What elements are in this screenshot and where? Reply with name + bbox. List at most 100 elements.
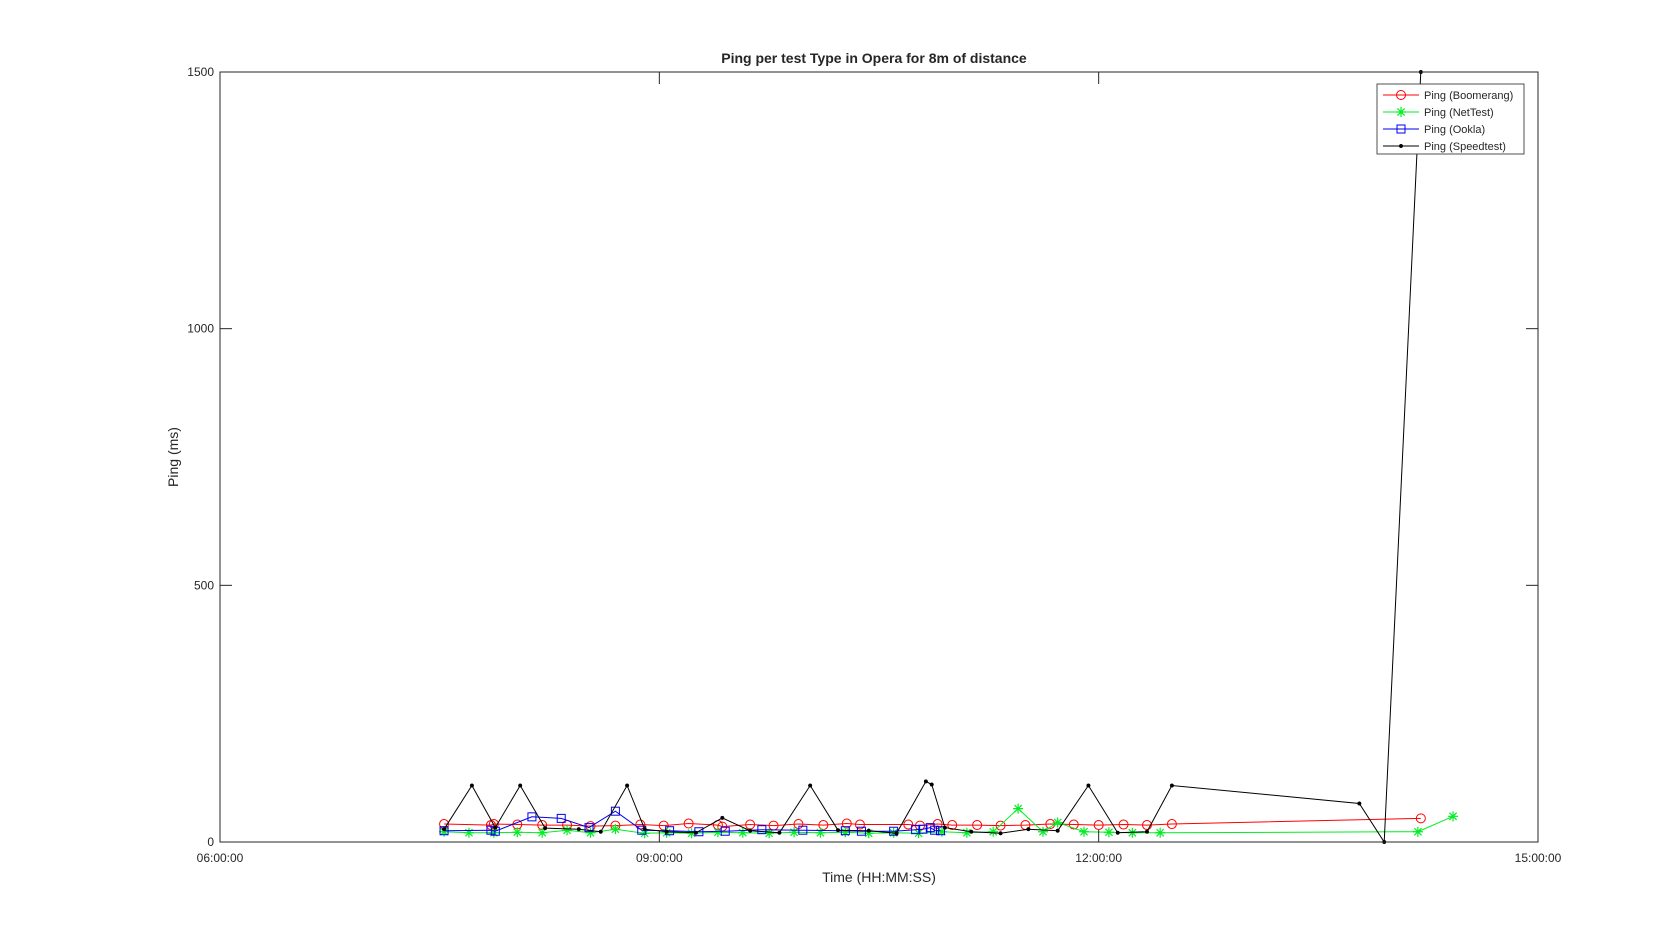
data-point	[1412, 826, 1423, 837]
data-point	[969, 829, 974, 834]
data-point	[598, 829, 603, 834]
data-point	[1086, 783, 1091, 788]
data-point	[961, 827, 972, 838]
data-point	[777, 830, 782, 835]
series-2	[439, 806, 946, 837]
data-point	[664, 829, 669, 834]
legend-label: Ping (Boomerang)	[1424, 90, 1513, 102]
data-point	[1357, 801, 1362, 806]
data-point	[757, 825, 767, 835]
data-point	[1155, 827, 1166, 838]
data-point	[512, 827, 523, 838]
data-point	[463, 827, 474, 838]
data-point	[610, 806, 620, 816]
data-point	[815, 827, 826, 838]
data-point	[1038, 826, 1049, 837]
data-point	[748, 828, 753, 833]
data-point	[840, 827, 851, 838]
data-point	[854, 819, 865, 830]
y-axis: 0 500 1000 1500	[187, 65, 1538, 849]
data-point	[1169, 783, 1174, 788]
legend-marker	[1396, 107, 1406, 117]
data-point	[488, 827, 499, 838]
legend-marker	[1396, 90, 1406, 100]
data-point	[1052, 817, 1063, 828]
chart-title: Ping per test Type in Opera for 8m of di…	[721, 50, 1027, 66]
series-3	[442, 69, 1423, 845]
data-point	[1448, 811, 1459, 822]
data-point	[518, 783, 523, 788]
data-point	[930, 825, 940, 835]
y-tick-label: 0	[207, 835, 214, 849]
data-point	[947, 820, 958, 831]
data-point	[1166, 819, 1177, 830]
data-point	[1115, 830, 1120, 835]
legend-label: Ping (NetTest)	[1424, 107, 1494, 119]
data-point	[720, 826, 730, 836]
x-tick-label: 06:00:00	[197, 851, 244, 865]
data-point	[936, 826, 946, 836]
data-point	[584, 823, 594, 833]
x-tick-label: 12:00:00	[1075, 851, 1122, 865]
data-point	[1055, 828, 1060, 833]
data-point	[439, 826, 450, 837]
y-axis-label: Ping (ms)	[165, 427, 181, 487]
data-point	[942, 825, 947, 830]
data-point	[737, 827, 748, 838]
data-point	[556, 813, 566, 823]
data-point	[866, 828, 871, 833]
data-point	[469, 783, 474, 788]
data-point	[537, 827, 548, 838]
legend-marker	[1398, 143, 1404, 149]
series-line	[443, 71, 1422, 844]
data-point	[1141, 820, 1152, 831]
data-point	[712, 827, 723, 838]
data-point	[493, 825, 498, 830]
data-point	[835, 828, 841, 833]
legend-item: Ping (Boomerang)	[1383, 90, 1513, 102]
data-point	[972, 820, 983, 831]
legend-item: Ping (Speedtest)	[1383, 141, 1506, 153]
x-tick-label: 15:00:00	[1515, 851, 1562, 865]
data-point	[1144, 829, 1150, 834]
data-point	[1415, 813, 1426, 824]
y-tick-label: 1500	[187, 65, 214, 79]
series-line	[444, 810, 941, 833]
data-point	[988, 826, 999, 837]
data-point	[686, 828, 697, 839]
data-point	[639, 828, 650, 839]
data-point	[683, 818, 694, 829]
series-line	[444, 817, 1421, 828]
data-point	[1068, 819, 1079, 830]
legend-box	[1376, 83, 1525, 155]
legend-marker	[1396, 124, 1406, 134]
data-point	[911, 825, 921, 835]
data-point	[610, 824, 621, 835]
data-point	[1026, 827, 1031, 832]
data-point	[764, 828, 775, 839]
data-point	[562, 825, 573, 836]
data-point	[720, 815, 725, 820]
data-point	[995, 820, 1006, 831]
data-point	[1013, 803, 1024, 814]
data-point	[585, 827, 596, 838]
data-point	[1093, 820, 1104, 831]
legend-label: Ping (Speedtest)	[1424, 141, 1506, 153]
data-point	[1079, 826, 1090, 837]
y-tick-label: 1000	[187, 322, 214, 336]
legend-item: Ping (Ookla)	[1383, 124, 1485, 136]
data-point	[918, 824, 928, 834]
data-point	[936, 826, 947, 837]
data-point	[693, 830, 698, 835]
data-point	[625, 783, 630, 788]
data-point	[543, 826, 548, 831]
plot-area: 06:00:00 09:00:00 12:00:00 15:00:00 0 500 100…	[187, 65, 1561, 865]
data-point	[1127, 827, 1138, 838]
data-point	[998, 831, 1003, 836]
data-point	[798, 825, 808, 835]
data-point	[789, 827, 800, 838]
data-point	[923, 779, 928, 784]
data-point	[903, 819, 914, 830]
